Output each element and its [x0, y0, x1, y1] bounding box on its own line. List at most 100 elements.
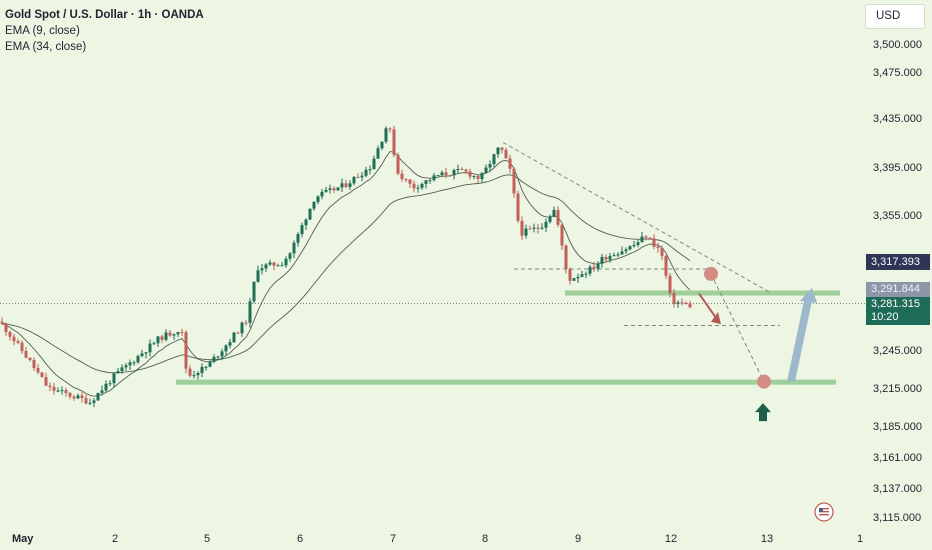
flag-icon[interactable]	[814, 502, 834, 522]
candle-body	[540, 227, 544, 229]
candle-body	[604, 256, 608, 260]
chart-legend: Gold Spot / U.S. Dollar · 1h · OANDA EMA…	[5, 7, 204, 55]
candle-body	[284, 258, 288, 266]
last-high-price-tag: 3,317.393	[866, 254, 930, 270]
candle-body	[44, 377, 48, 386]
candle-body	[208, 361, 212, 367]
candle-body	[652, 238, 656, 247]
candle-body	[400, 173, 404, 180]
candle-body	[680, 302, 684, 304]
candle-body	[504, 149, 508, 159]
candle-body	[192, 375, 196, 377]
candle-body	[152, 343, 156, 345]
candle-body	[544, 221, 548, 228]
candle-body	[232, 332, 236, 343]
candle-body	[176, 332, 180, 335]
candle-body	[80, 395, 84, 399]
candle-body	[440, 172, 444, 176]
y-tick-label: 3,355.000	[873, 210, 922, 222]
candle-body	[204, 366, 208, 368]
candle-body	[484, 167, 488, 174]
candle-body	[488, 164, 492, 168]
candle-body	[88, 402, 92, 404]
x-tick-label: 9	[575, 533, 581, 545]
candle-body	[292, 242, 296, 254]
candle-body	[384, 128, 388, 142]
candle-body	[524, 228, 528, 236]
candle-body	[356, 176, 360, 178]
candle-body	[660, 248, 664, 257]
ema-slow-label[interactable]: EMA (34, close)	[5, 41, 87, 53]
resistance-zone	[565, 290, 840, 296]
candle-body	[336, 187, 340, 191]
candle-body	[56, 390, 60, 392]
x-tick-label: 12	[665, 533, 677, 545]
candle-body	[344, 183, 348, 187]
y-tick-label: 3,137.000	[873, 483, 922, 495]
candle-body	[448, 175, 452, 177]
candle-body	[180, 332, 184, 334]
x-tick-label: 5	[204, 533, 210, 545]
candle-body	[620, 251, 624, 255]
support-zone	[176, 379, 836, 385]
candle-body	[276, 265, 280, 267]
candle-body	[8, 332, 12, 337]
candle-body	[516, 193, 520, 221]
candle-body	[244, 322, 248, 324]
symbol-title[interactable]: Gold Spot / U.S. Dollar · 1h · OANDA	[5, 9, 204, 21]
y-tick-label: 3,185.000	[873, 421, 922, 433]
candle-body	[648, 237, 652, 239]
candle-body	[144, 352, 148, 354]
candle-body	[360, 175, 364, 178]
candle-body	[64, 390, 68, 394]
x-tick-label: 6	[297, 533, 303, 545]
candle-body	[572, 278, 576, 281]
projection-path	[710, 273, 765, 382]
candle-body	[684, 303, 688, 305]
candle-body	[688, 303, 692, 308]
candle-body	[112, 373, 116, 384]
candle-body	[160, 336, 164, 340]
candle-body	[172, 334, 176, 336]
candle-body	[560, 224, 564, 246]
ema-fast-line	[1, 151, 691, 397]
candle-body	[60, 390, 64, 392]
candle-body	[224, 345, 228, 352]
candle-body	[548, 216, 552, 222]
y-tick-label: 3,215.000	[873, 383, 922, 395]
candle-body	[108, 383, 112, 385]
chart-drawings	[0, 142, 866, 385]
candle-body	[256, 270, 260, 282]
candle-body	[92, 400, 96, 403]
candle-body	[460, 168, 464, 170]
candle-body	[212, 356, 216, 362]
candle-body	[392, 129, 396, 155]
candle-body	[376, 148, 380, 159]
candle-body	[616, 254, 620, 256]
candle-body	[436, 175, 440, 177]
candle-body	[472, 175, 476, 177]
candle-body	[20, 342, 24, 352]
candle-body	[0, 321, 4, 324]
down-arrow-head	[711, 311, 721, 325]
candle-body	[640, 236, 644, 243]
axes: 3,500.000 3,475.000 3,435.000 3,395.000 3,35…	[12, 39, 922, 545]
candle-body	[228, 342, 232, 346]
candle-body	[72, 396, 76, 399]
candle-body	[576, 276, 580, 279]
candle-body	[324, 189, 328, 192]
candle-body	[452, 170, 456, 176]
candle-body	[600, 256, 604, 264]
candle-body	[304, 219, 308, 226]
currency-button[interactable]: USD	[865, 4, 925, 29]
candle-body	[156, 336, 160, 344]
ema-fast-label[interactable]: EMA (9, close)	[5, 25, 80, 37]
candle-body	[404, 179, 408, 181]
candle-body	[396, 154, 400, 174]
candle-body	[628, 246, 632, 250]
candle-body	[260, 268, 264, 271]
candle-body	[252, 281, 256, 302]
descending-trendline	[502, 142, 771, 293]
candle-body	[164, 332, 168, 340]
